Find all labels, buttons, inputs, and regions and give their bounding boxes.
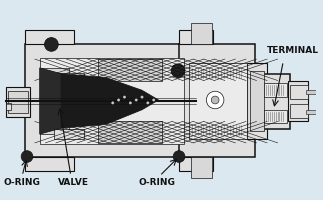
Bar [261, 74, 290, 129]
Circle shape [211, 96, 219, 104]
Bar [98, 121, 162, 143]
Circle shape [147, 102, 149, 104]
Text: O-RING: O-RING [4, 178, 41, 187]
Bar [250, 71, 264, 131]
Circle shape [112, 102, 114, 104]
Circle shape [21, 151, 33, 162]
Circle shape [135, 99, 137, 101]
Bar [264, 83, 287, 97]
Bar [40, 58, 184, 144]
Bar [290, 85, 308, 99]
Bar [179, 44, 255, 157]
Bar [54, 129, 84, 139]
Bar [7, 91, 28, 113]
Bar [191, 157, 212, 178]
Bar [247, 63, 267, 139]
Bar [290, 104, 308, 118]
Circle shape [118, 99, 120, 101]
Bar [306, 110, 316, 114]
Circle shape [171, 64, 185, 78]
Bar [54, 73, 84, 82]
Polygon shape [61, 74, 159, 128]
Circle shape [206, 91, 224, 109]
Text: TERMINAL: TERMINAL [267, 46, 319, 55]
Bar [179, 30, 213, 44]
Circle shape [173, 151, 185, 162]
Bar [179, 157, 213, 171]
Bar [25, 44, 196, 157]
Circle shape [129, 102, 131, 104]
Circle shape [123, 96, 126, 98]
Bar [5, 103, 11, 110]
Bar [288, 81, 308, 121]
Circle shape [141, 96, 143, 98]
Bar [189, 63, 247, 139]
Bar [40, 68, 69, 134]
Bar [306, 90, 316, 94]
Text: VALVE: VALVE [58, 178, 89, 187]
Bar [264, 110, 287, 123]
Circle shape [45, 38, 58, 51]
Circle shape [152, 99, 155, 101]
Bar [25, 157, 74, 171]
Polygon shape [40, 68, 61, 134]
Bar [191, 23, 212, 44]
Bar [25, 30, 74, 44]
Text: O-RING: O-RING [138, 178, 175, 187]
Bar [98, 59, 162, 81]
Bar [5, 87, 30, 117]
